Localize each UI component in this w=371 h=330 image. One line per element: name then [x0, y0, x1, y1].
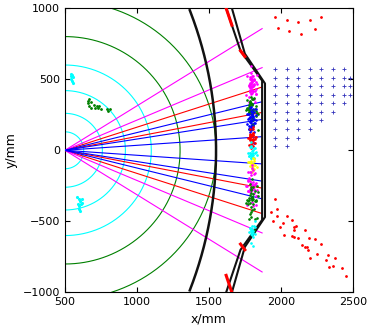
Y-axis label: y/mm: y/mm: [4, 132, 17, 168]
X-axis label: x/mm: x/mm: [191, 313, 227, 326]
